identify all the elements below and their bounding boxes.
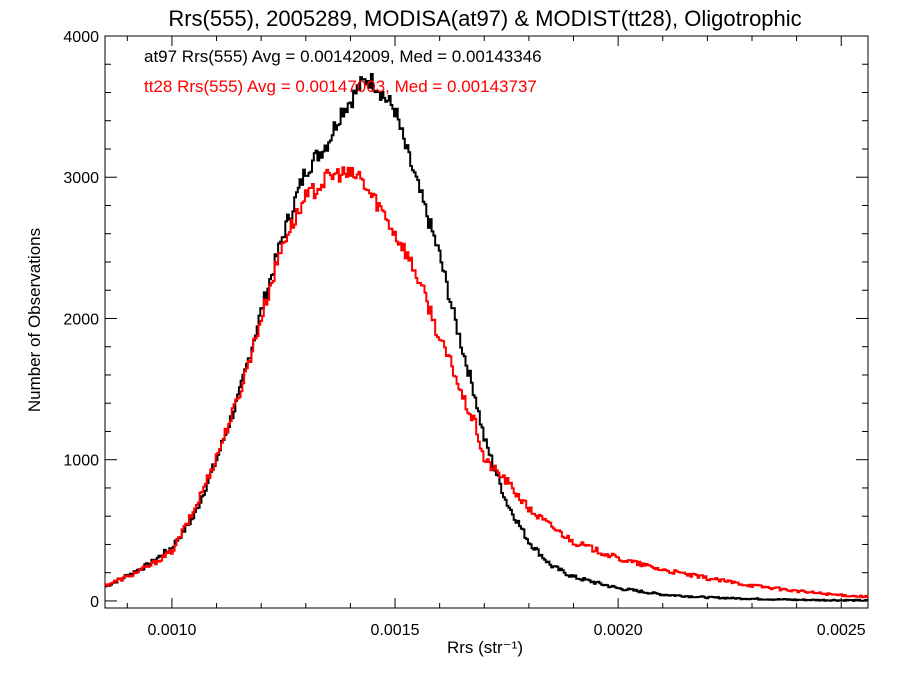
- x-tick-label: 0.0015: [371, 622, 420, 639]
- y-axis-label: Number of Observations: [25, 228, 44, 412]
- legend: at97 Rrs(555) Avg = 0.00142009, Med = 0.…: [144, 47, 542, 96]
- y-tick-label: 1000: [63, 453, 99, 470]
- series-line-at97: [105, 73, 869, 602]
- plot-area: [104, 35, 869, 609]
- y-tick-label: 2000: [63, 311, 99, 328]
- series-layer: [105, 73, 869, 602]
- x-tick-label: 0.0025: [817, 622, 866, 639]
- x-tick-label: 0.0020: [594, 622, 643, 639]
- chart-title: Rrs(555), 2005289, MODISA(at97) & MODIST…: [168, 6, 801, 31]
- x-tick-label: 0.0010: [147, 622, 196, 639]
- legend-entry-tt28: tt28 Rrs(555) Avg = 0.00147003, Med = 0.…: [144, 77, 537, 96]
- legend-entry-at97: at97 Rrs(555) Avg = 0.00142009, Med = 0.…: [144, 47, 542, 66]
- axes: 0.0010 0.0015 0.0020 0.0025 0 1000 2000 3000 400…: [63, 29, 868, 639]
- series-line-tt28: [105, 166, 869, 599]
- y-tick-label: 4000: [63, 29, 99, 46]
- x-axis-label: Rrs (str⁻¹): [447, 638, 523, 657]
- plot-frame: [104, 35, 869, 609]
- y-tick-label: 3000: [63, 170, 99, 187]
- y-tick-label: 0: [90, 594, 99, 611]
